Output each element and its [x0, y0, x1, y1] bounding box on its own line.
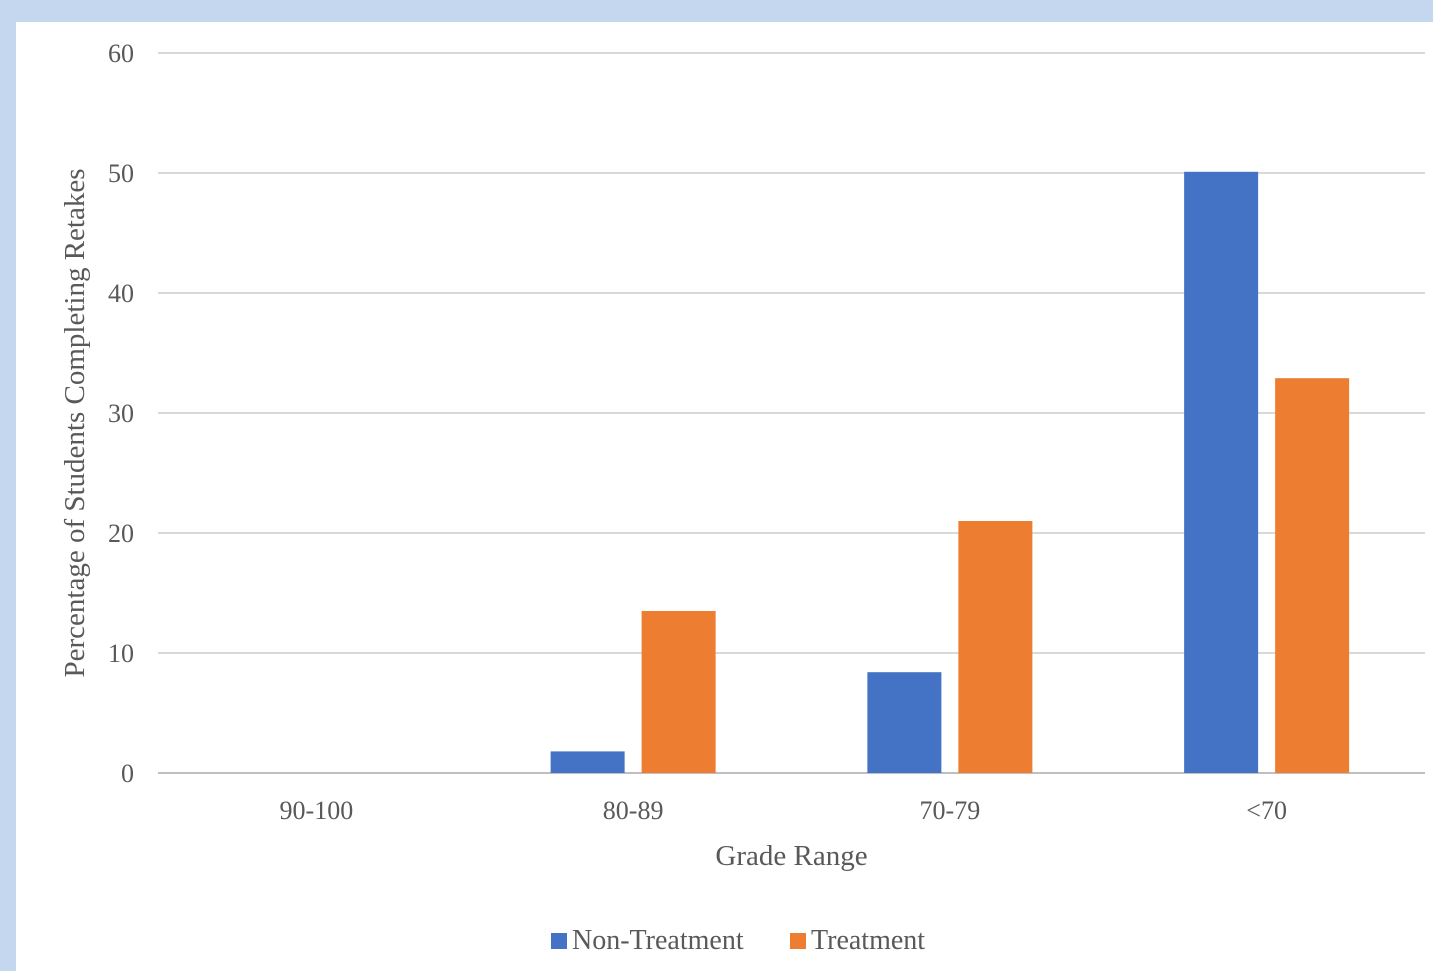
legend: Non-Treatment Treatment	[551, 925, 925, 956]
bar	[1275, 378, 1350, 773]
x-axis-title: Grade Range	[715, 840, 867, 872]
bar	[1184, 171, 1259, 774]
bar-chart: 0 10 20 30 40 50 60 90-100 80-89 70-79 <70 Grade …	[59, 39, 1425, 956]
y-axis-title: Percentage of Students Completing Retake…	[59, 168, 91, 677]
y-tick-label: 60	[108, 39, 134, 68]
y-tick-label: 0	[121, 759, 134, 788]
y-tick-label: 30	[108, 399, 134, 428]
gridlines	[158, 52, 1425, 774]
legend-label: Non-Treatment	[572, 925, 744, 956]
y-tick-label: 10	[108, 639, 134, 668]
x-tick-label: 70-79	[920, 796, 981, 825]
y-axis-ticks: 0 10 20 30 40 50 60	[108, 39, 134, 788]
x-tick-label: 80-89	[603, 796, 664, 825]
x-axis-ticks: 90-100 80-89 70-79 <70	[280, 796, 1287, 825]
x-tick-label: <70	[1246, 796, 1287, 825]
chart-frame: 0 10 20 30 40 50 60 90-100 80-89 70-79 <70 Grade …	[16, 22, 1433, 971]
bar	[958, 521, 1033, 773]
bar	[867, 672, 942, 773]
x-tick-label: 90-100	[280, 796, 354, 825]
bar	[641, 611, 716, 773]
y-tick-label: 40	[108, 279, 134, 308]
y-tick-label: 50	[108, 159, 134, 188]
legend-label: Treatment	[811, 925, 925, 956]
legend-swatch	[790, 933, 806, 949]
y-tick-label: 20	[108, 519, 134, 548]
bar	[550, 751, 625, 773]
bars	[550, 171, 1350, 774]
legend-swatch	[551, 933, 567, 949]
